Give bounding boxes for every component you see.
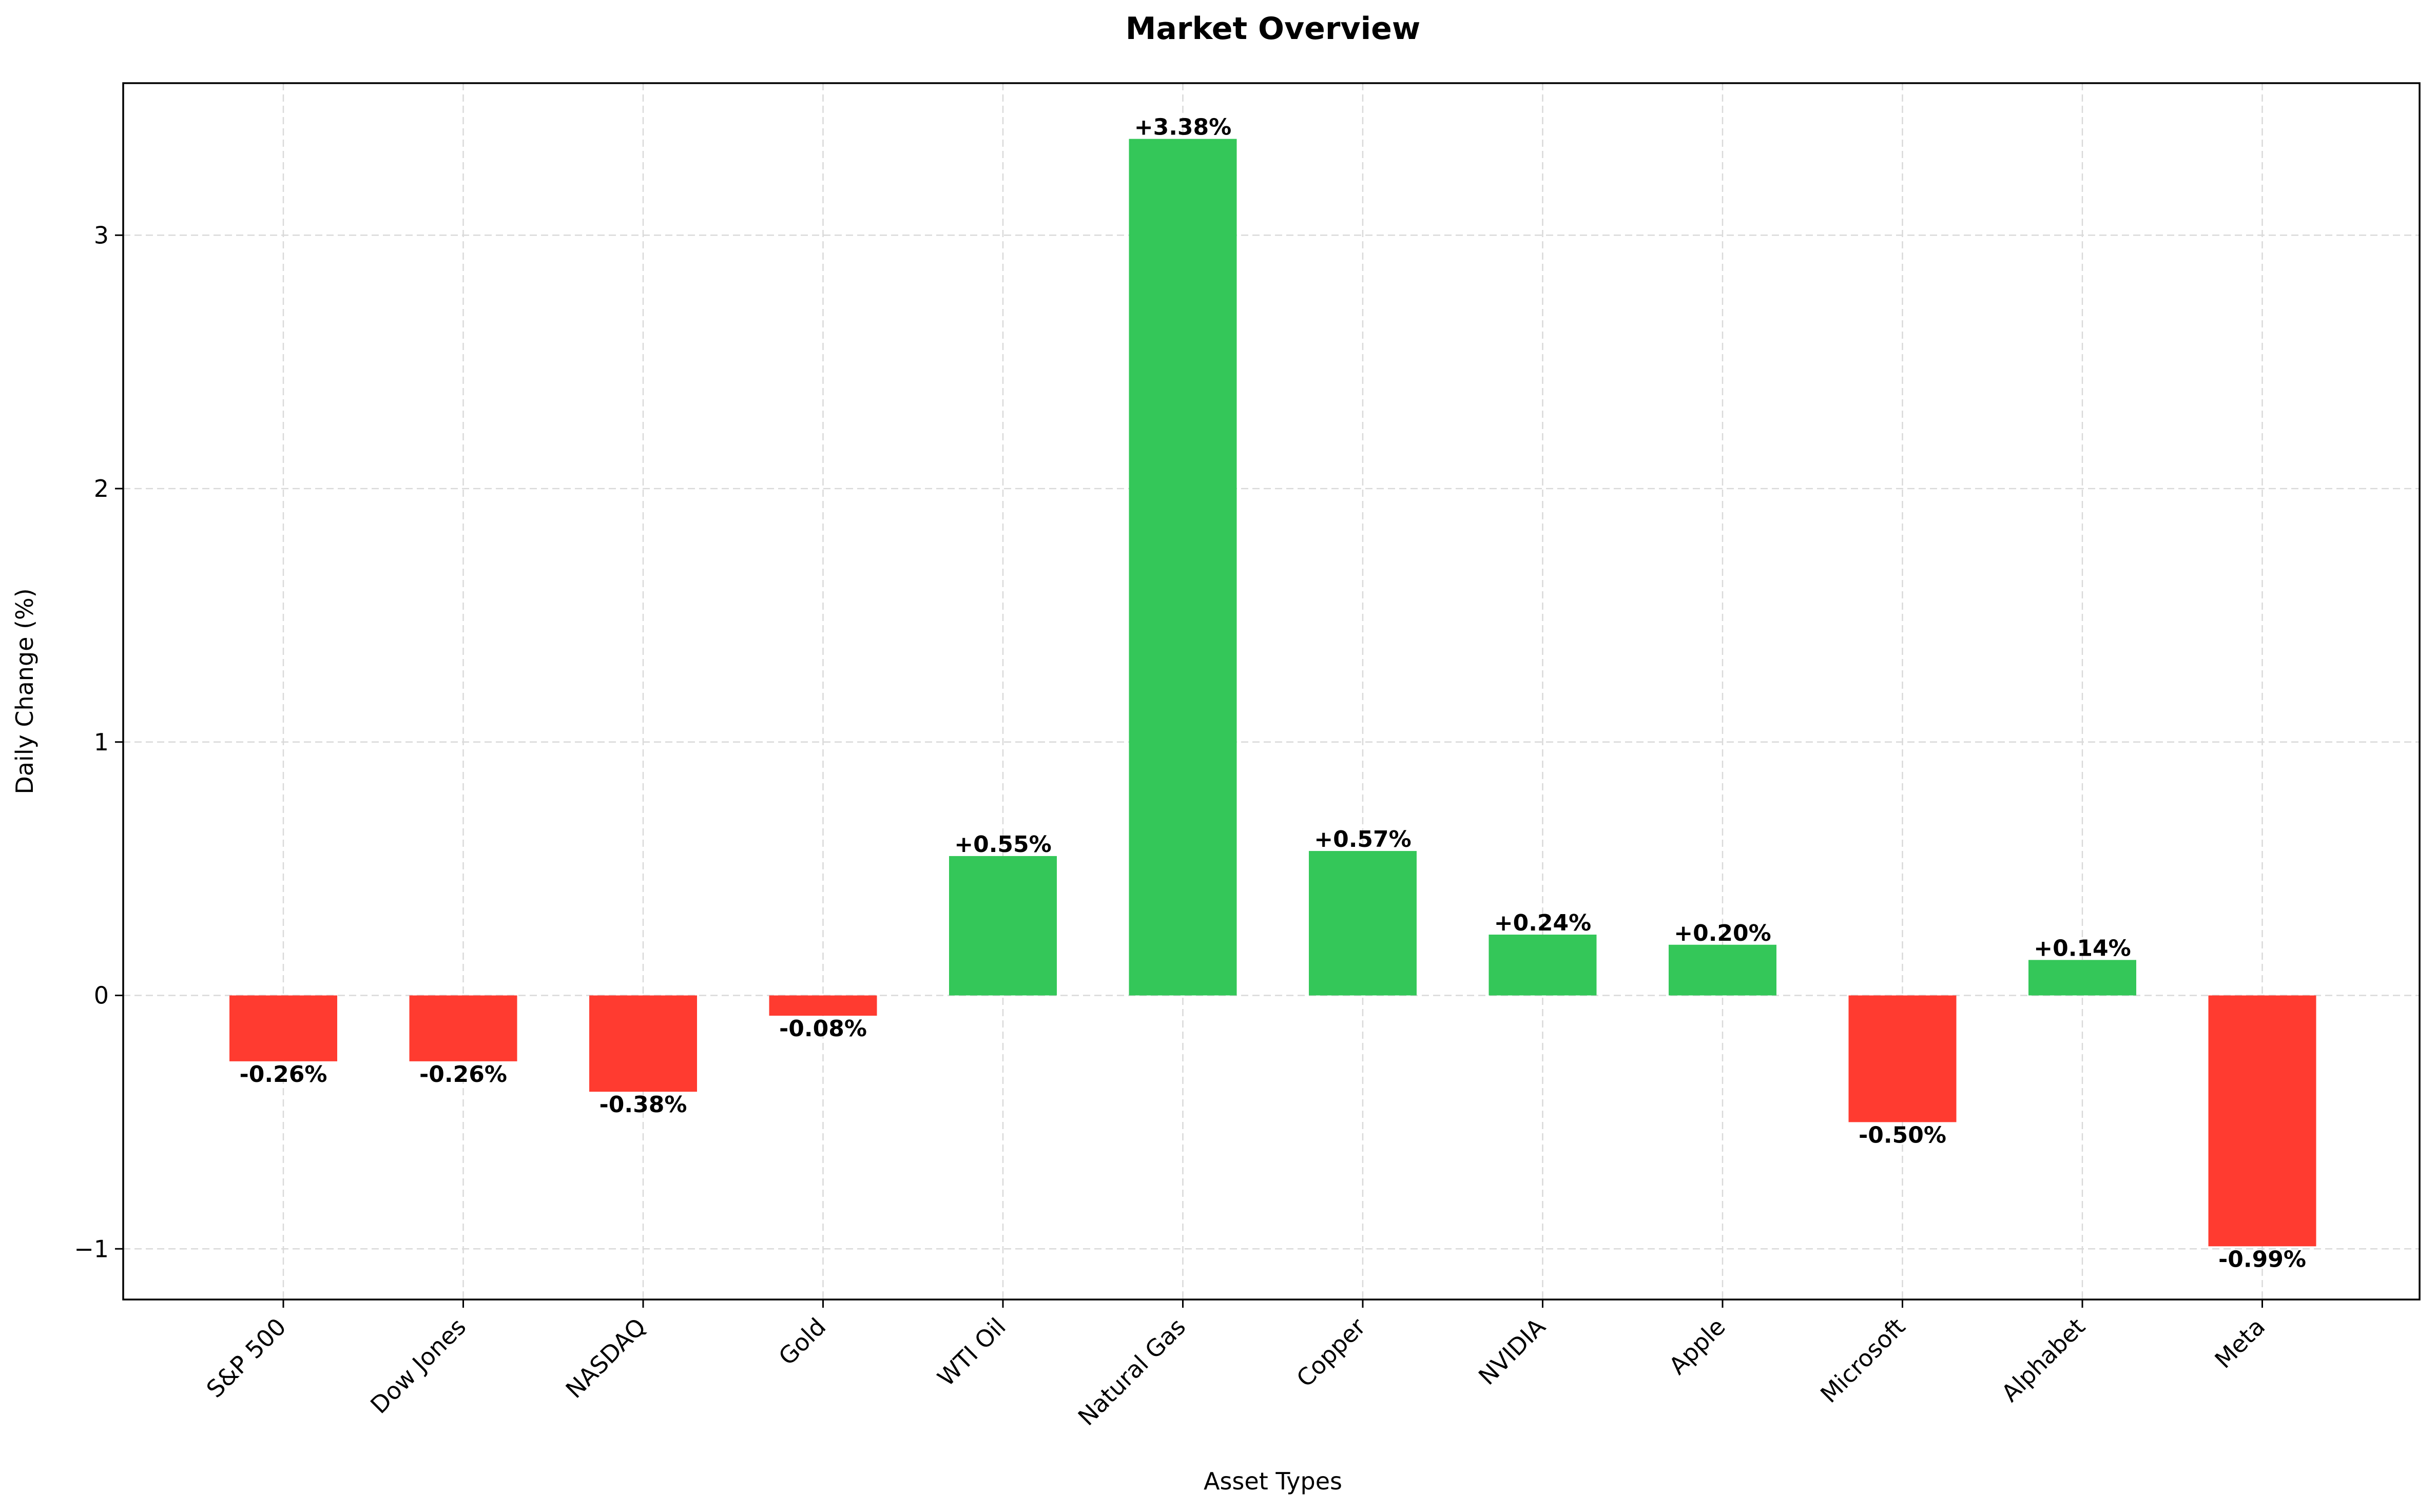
bar-wti-oil xyxy=(949,856,1057,996)
y-tick-label: 0 xyxy=(94,982,109,1010)
bar-dow-jones xyxy=(409,995,517,1061)
bar-alphabet xyxy=(2028,960,2136,996)
bar-meta xyxy=(2208,995,2316,1247)
bar-value-label: +0.24% xyxy=(1494,910,1592,936)
bar-nasdaq xyxy=(589,995,697,1092)
y-axis-label: Daily Change (%) xyxy=(11,588,38,794)
bar-value-label: -0.08% xyxy=(779,1016,867,1042)
bar-value-label: -0.50% xyxy=(1859,1122,1946,1148)
bar-value-labels: -0.26% -0.26% -0.38% -0.08% +0.55% +3.38% +0.5… xyxy=(240,114,2306,1273)
bar-value-label: +0.14% xyxy=(2034,935,2131,961)
y-tick-label: 3 xyxy=(94,221,109,249)
y-tick-label: −1 xyxy=(74,1235,109,1263)
y-axis-ticks: −1 0 1 2 3 xyxy=(74,221,123,1263)
plot-frame xyxy=(122,82,2421,1301)
bar-value-label: +3.38% xyxy=(1134,114,1232,141)
bar-microsoft xyxy=(1848,995,1957,1122)
bar-nvidia xyxy=(1488,935,1597,996)
bar-apple xyxy=(1669,944,1776,996)
bar-value-label: +0.20% xyxy=(1674,920,1771,946)
chart-title: Market Overview xyxy=(1126,11,1421,47)
y-tick-label: 1 xyxy=(94,728,109,756)
bar-natural-gas xyxy=(1129,139,1237,996)
bar-gold xyxy=(769,995,877,1016)
bar-value-label: -0.26% xyxy=(419,1061,507,1088)
bar-copper xyxy=(1309,851,1417,996)
bar-value-label: -0.38% xyxy=(600,1092,687,1118)
bar-value-label: +0.57% xyxy=(1314,826,1412,852)
bar-value-label: -0.26% xyxy=(240,1061,327,1088)
y-tick-label: 2 xyxy=(94,475,109,502)
bars xyxy=(229,139,2316,1247)
bar-s-p-500 xyxy=(229,995,337,1061)
x-axis-label: Asset Types xyxy=(1204,1467,1342,1495)
bar-value-label: +0.55% xyxy=(954,831,1052,858)
bar-value-label: -0.99% xyxy=(2218,1246,2306,1272)
